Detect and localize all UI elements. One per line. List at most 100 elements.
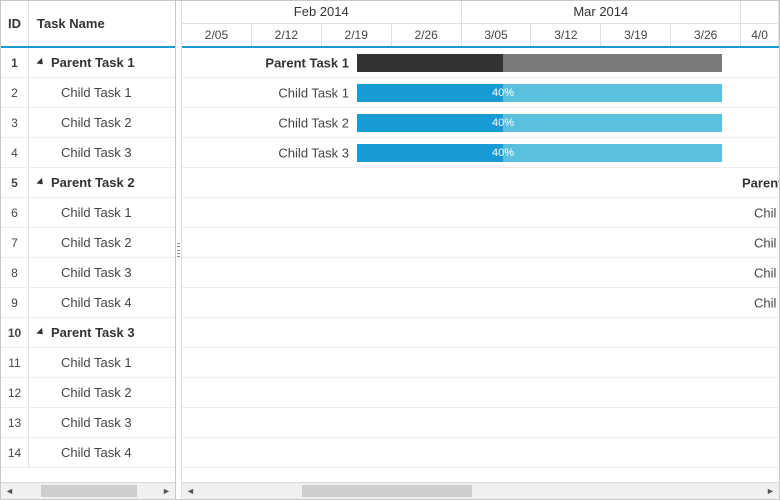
- week-header-cell: 2/05: [182, 24, 252, 47]
- task-name-label: Child Task 1: [61, 85, 132, 100]
- tree-header: ID Task Name: [1, 1, 175, 48]
- row-id-cell: 12: [1, 378, 29, 407]
- row-name-cell: Child Task 3: [29, 145, 175, 160]
- chart-row: [182, 348, 779, 378]
- chart-panel: Feb 2014Mar 2014 2/052/122/192/263/053/1…: [182, 1, 779, 499]
- month-header-cell: Feb 2014: [182, 1, 462, 24]
- tree-row-child[interactable]: 9Child Task 4: [1, 288, 175, 318]
- tree-row-parent[interactable]: 1Parent Task 1: [1, 48, 175, 78]
- task-name-label: Child Task 3: [61, 265, 132, 280]
- row-name-cell: Parent Task 2: [29, 175, 175, 190]
- offscreen-bar-label: Chil: [754, 205, 776, 220]
- chart-row: Child Task 240%: [182, 108, 779, 138]
- scroll-right-icon[interactable]: ►: [762, 483, 779, 499]
- bar-progress: [357, 84, 503, 102]
- row-name-cell: Child Task 3: [29, 415, 175, 430]
- row-name-cell: Child Task 3: [29, 265, 175, 280]
- tree-horizontal-scrollbar[interactable]: ◄ ►: [1, 482, 175, 499]
- chart-body[interactable]: Parent Task 1Child Task 140%Child Task 2…: [182, 48, 779, 482]
- tree-body: 1Parent Task 12 Child Task 1 3Child Task 2…: [1, 48, 175, 482]
- bar-label: Child Task 2: [278, 116, 357, 131]
- tree-row-child[interactable]: 13Child Task 3: [1, 408, 175, 438]
- row-id-cell: 8: [1, 258, 29, 287]
- row-id-cell: 5: [1, 168, 29, 197]
- row-id-cell: 7: [1, 228, 29, 257]
- task-name-label: Child Task 2: [61, 385, 132, 400]
- task-name-label: Child Task 2: [61, 115, 132, 130]
- row-id-cell: 2: [1, 78, 29, 107]
- row-id-cell: 13: [1, 408, 29, 437]
- week-header-cell: 2/19: [322, 24, 392, 47]
- chart-row: Parent: [182, 168, 779, 198]
- row-name-cell: Parent Task 3: [29, 325, 175, 340]
- row-name-cell: Child Task 2: [29, 385, 175, 400]
- row-id-cell: 11: [1, 348, 29, 377]
- scroll-right-icon[interactable]: ►: [158, 483, 175, 499]
- row-id-cell: 6: [1, 198, 29, 227]
- month-header-cell: Mar 2014: [462, 1, 742, 24]
- row-id-cell: 14: [1, 438, 29, 467]
- tree-row-child[interactable]: 6Child Task 1: [1, 198, 175, 228]
- expand-icon[interactable]: [36, 178, 45, 187]
- tree-row-parent[interactable]: 10 Parent Task 3: [1, 318, 175, 348]
- task-name-label: Child Task 1: [61, 355, 132, 370]
- scroll-thumb[interactable]: [41, 485, 137, 497]
- bar-progress: [357, 54, 503, 72]
- bar-percent-label: 40%: [492, 87, 514, 99]
- expand-icon[interactable]: [36, 328, 45, 337]
- bar-label: Child Task 1: [278, 86, 357, 101]
- scroll-left-icon[interactable]: ◄: [182, 483, 199, 499]
- chart-row: Chil: [182, 198, 779, 228]
- chart-row: Child Task 3 40%: [182, 138, 779, 168]
- task-name-label: Child Task 3: [61, 145, 132, 160]
- gantt-container: ID Task Name 1Parent Task 12 Child Task 1…: [1, 1, 779, 499]
- chart-horizontal-scrollbar[interactable]: ◄ ►: [182, 482, 779, 499]
- task-name-label: Child Task 4: [61, 295, 132, 310]
- child-task-bar[interactable]: Child Task 140%: [357, 84, 722, 102]
- tree-row-child[interactable]: 2 Child Task 1: [1, 78, 175, 108]
- timeline-weeks-row: 2/052/122/192/263/053/123/193/264/0: [182, 24, 779, 47]
- tree-row-child[interactable]: 4 Child Task 3: [1, 138, 175, 168]
- week-header-cell: 3/26: [671, 24, 741, 47]
- week-header-cell: 4/0: [741, 24, 779, 47]
- bar-label: Parent Task 1: [265, 56, 357, 71]
- row-id-cell: 10: [1, 318, 29, 347]
- tree-row-child[interactable]: 8 Child Task 3: [1, 258, 175, 288]
- task-name-label: Parent Task 1: [51, 55, 135, 70]
- tree-row-child[interactable]: 12 Child Task 2: [1, 378, 175, 408]
- bar-label: Child Task 3: [278, 146, 357, 161]
- task-name-label: Parent Task 3: [51, 325, 135, 340]
- row-name-cell: Child Task 4: [29, 445, 175, 460]
- parent-task-bar[interactable]: Parent Task 1: [357, 54, 722, 72]
- tree-row-parent[interactable]: 5 Parent Task 2: [1, 168, 175, 198]
- week-header-cell: 2/12: [252, 24, 322, 47]
- tree-row-child[interactable]: 14Child Task 4: [1, 438, 175, 468]
- row-name-cell: Child Task 1: [29, 355, 175, 370]
- bar-percent-label: 40%: [492, 147, 514, 159]
- row-name-cell: Child Task 1: [29, 85, 175, 100]
- scroll-left-icon[interactable]: ◄: [1, 483, 18, 499]
- bar-progress: [357, 114, 503, 132]
- chart-row: [182, 408, 779, 438]
- row-id-cell: 4: [1, 138, 29, 167]
- offscreen-bar-label: Parent: [742, 175, 779, 190]
- bar-progress: [357, 144, 503, 162]
- task-name-label: Parent Task 2: [51, 175, 135, 190]
- tree-row-child[interactable]: 11 Child Task 1: [1, 348, 175, 378]
- row-name-cell: Child Task 4: [29, 295, 175, 310]
- row-name-cell: Child Task 2: [29, 115, 175, 130]
- child-task-bar[interactable]: Child Task 340%: [357, 144, 722, 162]
- week-header-cell: 2/26: [392, 24, 462, 47]
- task-name-label: Child Task 2: [61, 235, 132, 250]
- tree-row-child[interactable]: 3Child Task 2: [1, 108, 175, 138]
- month-header-cell: [741, 1, 779, 24]
- child-task-bar[interactable]: Child Task 240%: [357, 114, 722, 132]
- row-name-cell: Parent Task 1: [29, 55, 175, 70]
- tree-row-child[interactable]: 7 Child Task 2: [1, 228, 175, 258]
- chart-row: Chil: [182, 288, 779, 318]
- expand-icon[interactable]: [36, 58, 45, 67]
- column-header-name[interactable]: Task Name: [29, 1, 175, 46]
- offscreen-bar-label: Chil: [754, 235, 776, 250]
- scroll-thumb[interactable]: [302, 485, 472, 497]
- column-header-id[interactable]: ID: [1, 1, 29, 46]
